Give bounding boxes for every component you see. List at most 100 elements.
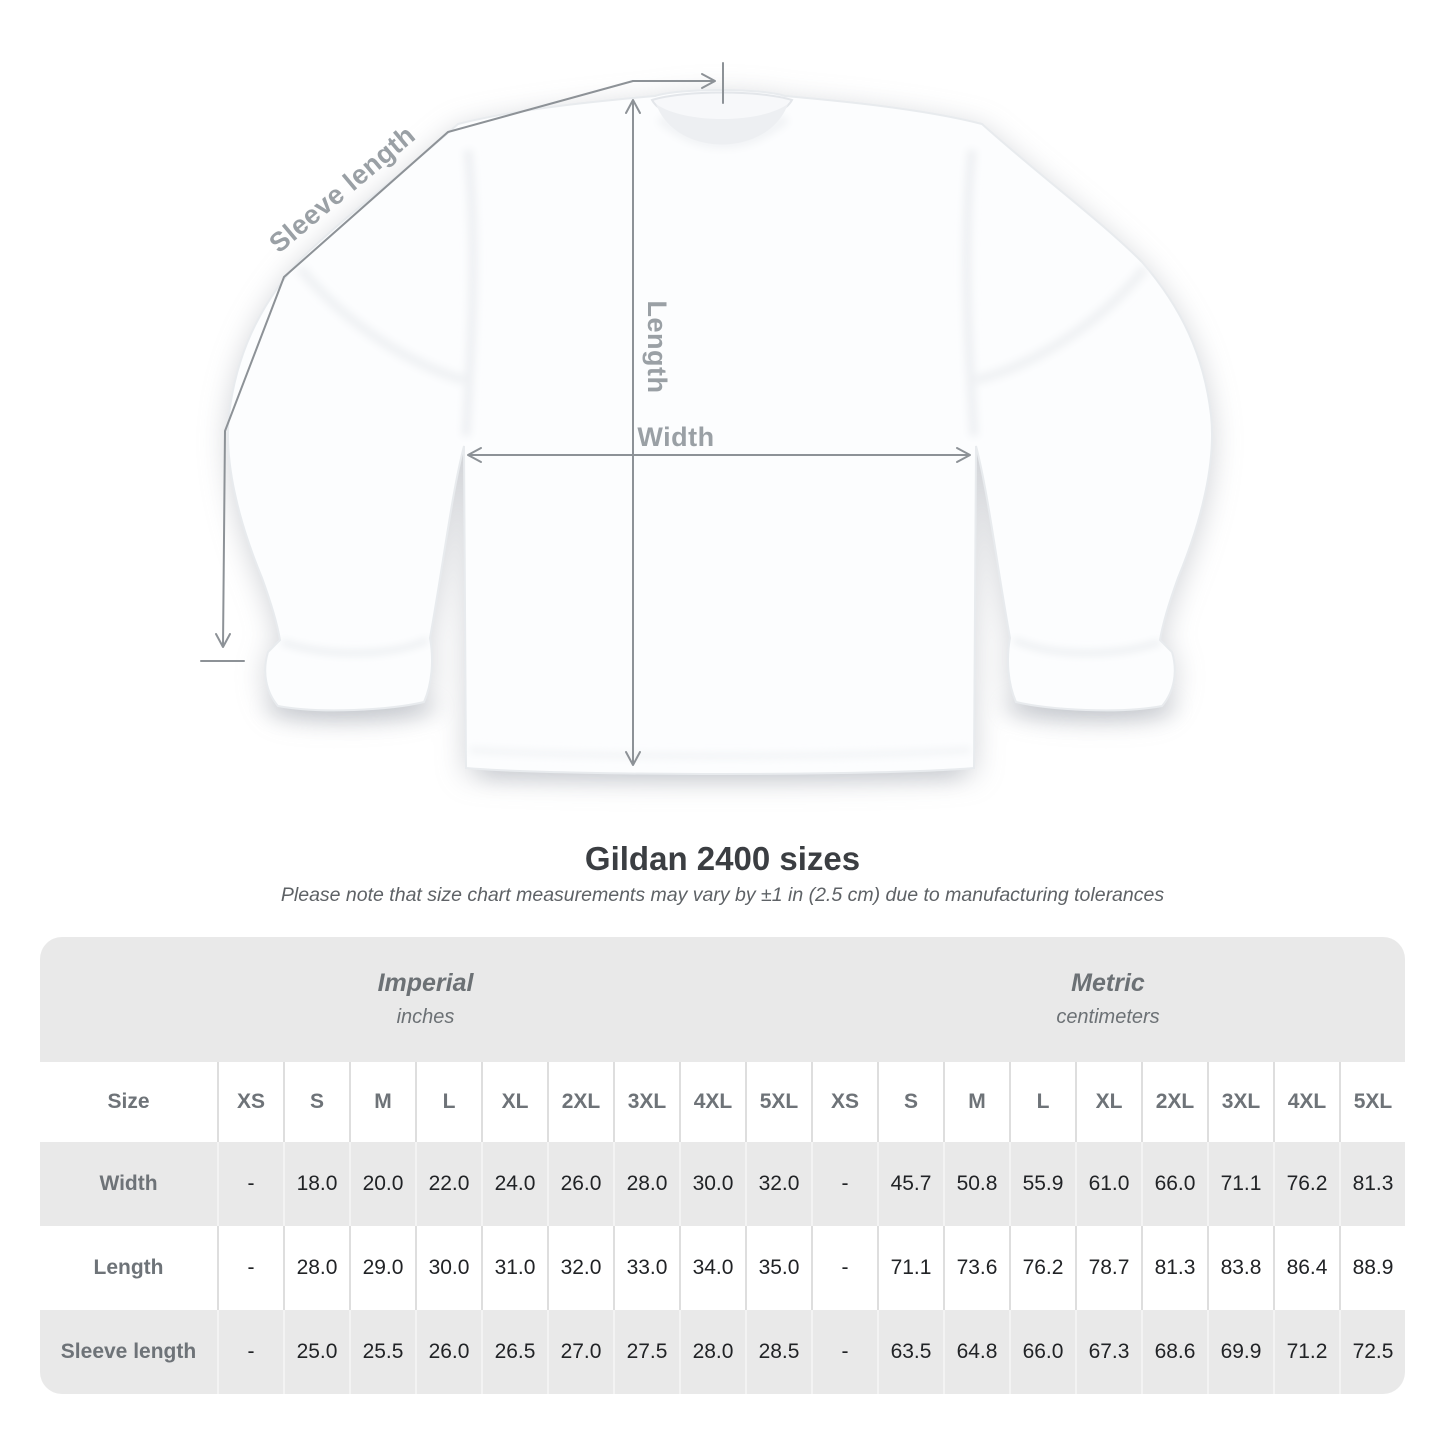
value-cell: 34.0 (679, 1225, 745, 1310)
value-cell: - (217, 1141, 283, 1226)
value-cell: 33.0 (613, 1225, 679, 1310)
value-cell: 81.3 (1141, 1225, 1207, 1310)
value-cell: 71.1 (877, 1225, 943, 1310)
value-cell: 76.2 (1273, 1141, 1339, 1226)
value-cell: 66.0 (1009, 1309, 1075, 1394)
size-header-cell: M (943, 1061, 1009, 1142)
value-cell: 28.0 (613, 1141, 679, 1226)
size-header-cell: 3XL (613, 1061, 679, 1142)
value-cell: 68.6 (1141, 1309, 1207, 1394)
metric-group-unit: centimeters (1056, 1006, 1160, 1029)
size-header-cell: XL (481, 1061, 547, 1142)
value-cell: 63.5 (877, 1309, 943, 1394)
value-cell: 25.5 (349, 1309, 415, 1394)
value-cell: 45.7 (877, 1141, 943, 1226)
right-arrowhead (956, 447, 971, 463)
table-row-length: Length - 28.0 29.0 30.0 31.0 32.0 33.0 3… (40, 1225, 1405, 1310)
up-arrowhead (625, 99, 641, 114)
size-header-cell: L (1009, 1061, 1075, 1142)
size-header-cell: 5XL (745, 1061, 811, 1142)
value-cell: 24.0 (481, 1141, 547, 1226)
size-header-cell: S (877, 1061, 943, 1142)
value-cell: 27.5 (613, 1309, 679, 1394)
size-header-cell: XS (217, 1061, 283, 1142)
size-header-cell: 4XL (679, 1061, 745, 1142)
value-cell: 71.1 (1207, 1141, 1273, 1226)
row-label: Sleeve length (60, 1339, 197, 1363)
value-cell: 28.0 (679, 1309, 745, 1394)
value-cell: 67.3 (1075, 1309, 1141, 1394)
value-cell: - (217, 1309, 283, 1394)
value-cell: - (811, 1225, 877, 1310)
shirt-measurement-figure: Sleeve length Length Width (200, 62, 1214, 776)
value-cell: 35.0 (745, 1225, 811, 1310)
page-title: Gildan 2400 sizes (584, 840, 861, 877)
value-cell: 69.9 (1207, 1309, 1273, 1394)
value-cell: - (811, 1309, 877, 1394)
metric-group-header: Metric centimeters (811, 937, 1405, 1062)
imperial-group-name: Imperial (377, 969, 474, 998)
row-label: Width (99, 1171, 158, 1195)
metric-group-name: Metric (1071, 969, 1145, 998)
value-cell: 86.4 (1273, 1225, 1339, 1310)
value-cell: 64.8 (943, 1309, 1009, 1394)
value-cell: 31.0 (481, 1225, 547, 1310)
fabric-shading (281, 114, 1161, 759)
measurement-lines (200, 62, 971, 766)
length-label: Length (642, 301, 672, 394)
size-header-cell: S (283, 1061, 349, 1142)
shirt-illustration (226, 89, 1214, 775)
size-col-header: Size (107, 1089, 150, 1113)
value-cell: - (811, 1141, 877, 1226)
value-cell: 18.0 (283, 1141, 349, 1226)
value-cell: 76.2 (1009, 1225, 1075, 1310)
value-cell: 71.2 (1273, 1309, 1339, 1394)
size-header-cell: XS (811, 1061, 877, 1142)
width-label: Width (637, 422, 714, 452)
size-header-cell: XL (1075, 1061, 1141, 1142)
value-cell: 50.8 (943, 1141, 1009, 1226)
size-header-cell: L (415, 1061, 481, 1142)
imperial-group-header: Imperial inches (40, 937, 811, 1062)
value-cell: 32.0 (547, 1225, 613, 1310)
value-cell: 66.0 (1141, 1141, 1207, 1226)
value-cell: 72.5 (1339, 1309, 1405, 1394)
unit-group-row: Imperial inches Metric centimeters (40, 936, 1405, 1062)
value-cell: 81.3 (1339, 1141, 1405, 1226)
value-cell: 26.5 (481, 1309, 547, 1394)
size-header-cell: 2XL (547, 1061, 613, 1142)
subtitle: Please note that size chart measurements… (280, 883, 1165, 906)
value-cell: 88.9 (1339, 1225, 1405, 1310)
down-arrowhead (625, 751, 641, 766)
table-row-width: Width - 18.0 20.0 22.0 24.0 26.0 28.0 30… (40, 1141, 1405, 1226)
sleeve-length-line (222, 80, 634, 647)
value-cell: 73.6 (943, 1225, 1009, 1310)
value-cell: 30.0 (415, 1225, 481, 1310)
size-header-cell: M (349, 1061, 415, 1142)
value-cell: 61.0 (1075, 1141, 1141, 1226)
down-arrowhead (215, 633, 231, 648)
value-cell: 32.0 (745, 1141, 811, 1226)
value-cell: - (217, 1225, 283, 1310)
value-cell: 26.0 (415, 1309, 481, 1394)
row-label: Length (93, 1255, 164, 1279)
value-cell: 29.0 (349, 1225, 415, 1310)
size-table: Imperial inches Metric centimeters Size … (40, 936, 1405, 1394)
left-arrowhead (467, 447, 482, 463)
value-cell: 20.0 (349, 1141, 415, 1226)
size-header-cell: 3XL (1207, 1061, 1273, 1142)
value-cell: 28.5 (745, 1309, 811, 1394)
shirt-diagram: Sleeve length Length Width (200, 62, 1214, 776)
value-cell: 78.7 (1075, 1225, 1141, 1310)
right-arrowhead (701, 73, 716, 89)
table-row-sleeve-length: Sleeve length - 25.0 25.5 26.0 26.5 27.0… (40, 1309, 1405, 1394)
size-header-row: Size XS S M L XL 2XL 3XL 4XL 5XL XS S M … (40, 1061, 1405, 1142)
size-header-cell: 2XL (1141, 1061, 1207, 1142)
value-cell: 25.0 (283, 1309, 349, 1394)
imperial-group-unit: inches (396, 1006, 455, 1029)
size-header-cell: 5XL (1339, 1061, 1405, 1142)
value-cell: 30.0 (679, 1141, 745, 1226)
value-cell: 27.0 (547, 1309, 613, 1394)
value-cell: 26.0 (547, 1141, 613, 1226)
size-header-cell: 4XL (1273, 1061, 1339, 1142)
